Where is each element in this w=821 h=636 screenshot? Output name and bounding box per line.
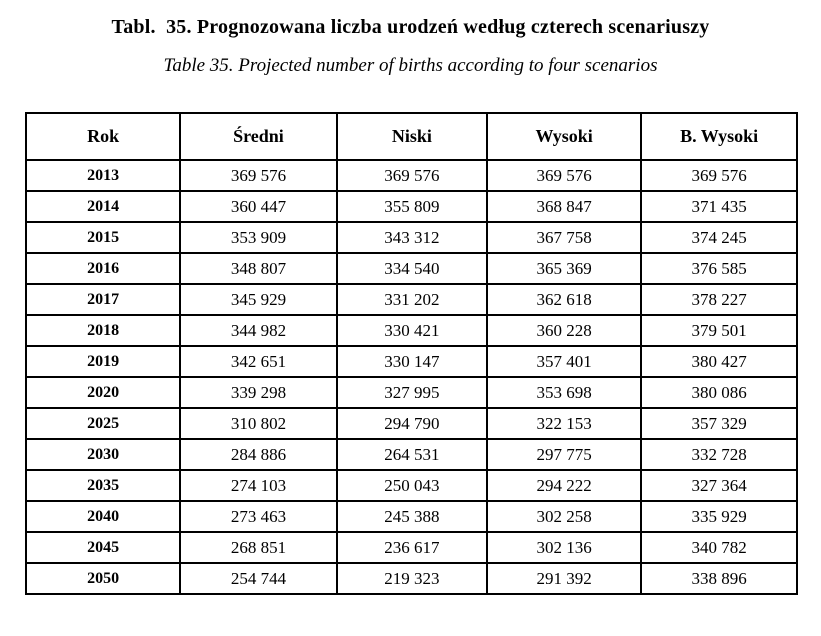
value-cell: 369 576 [640, 159, 798, 192]
value-cell: 374 245 [640, 221, 798, 254]
value-cell: 297 775 [486, 438, 643, 471]
table-row: 2035 274 103 250 043 294 222 327 364 [24, 469, 798, 502]
header-row: Rok Średni Niski Wysoki B. Wysoki [24, 112, 798, 161]
year-cell: 2014 [24, 190, 182, 223]
table-body: 2013 369 576 369 576 369 576 369 576 2014 360 … [24, 159, 798, 595]
births-projection-table: Rok Średni Niski Wysoki B. Wysoki 2013 369 57… [24, 112, 798, 595]
year-cell: 2050 [24, 562, 182, 595]
table-row: 2015 353 909 343 312 367 758 374 245 [24, 221, 798, 254]
year-cell: 2025 [24, 407, 182, 440]
year-cell: 2030 [24, 438, 182, 471]
value-cell: 335 929 [640, 500, 798, 533]
value-cell: 360 447 [179, 190, 338, 223]
value-cell: 291 392 [486, 562, 643, 595]
table-row: 2045 268 851 236 617 302 136 340 782 [24, 531, 798, 564]
year-cell: 2016 [24, 252, 182, 285]
value-cell: 294 790 [335, 407, 489, 440]
value-cell: 348 807 [179, 252, 338, 285]
column-header: B. Wysoki [640, 112, 798, 161]
value-cell: 369 576 [179, 159, 338, 192]
value-cell: 334 540 [335, 252, 489, 285]
value-cell: 327 364 [640, 469, 798, 502]
value-cell: 376 585 [640, 252, 798, 285]
value-cell: 367 758 [486, 221, 643, 254]
value-cell: 302 258 [486, 500, 643, 533]
year-cell: 2018 [24, 314, 182, 347]
table-row: 2018 344 982 330 421 360 228 379 501 [24, 314, 798, 347]
value-cell: 274 103 [179, 469, 338, 502]
value-cell: 369 576 [335, 159, 489, 192]
table-row: 2016 348 807 334 540 365 369 376 585 [24, 252, 798, 285]
table-row: 2025 310 802 294 790 322 153 357 329 [24, 407, 798, 440]
value-cell: 330 147 [335, 345, 489, 378]
column-header: Wysoki [486, 112, 643, 161]
value-cell: 340 782 [640, 531, 798, 564]
value-cell: 353 909 [179, 221, 338, 254]
value-cell: 365 369 [486, 252, 643, 285]
value-cell: 357 401 [486, 345, 643, 378]
year-cell: 2019 [24, 345, 182, 378]
value-cell: 343 312 [335, 221, 489, 254]
value-cell: 331 202 [335, 283, 489, 316]
table-row: 2020 339 298 327 995 353 698 380 086 [24, 376, 798, 409]
year-cell: 2013 [24, 159, 182, 192]
value-cell: 362 618 [486, 283, 643, 316]
value-cell: 380 427 [640, 345, 798, 378]
value-cell: 327 995 [335, 376, 489, 409]
value-cell: 264 531 [335, 438, 489, 471]
value-cell: 344 982 [179, 314, 338, 347]
column-header: Niski [335, 112, 489, 161]
value-cell: 250 043 [335, 469, 489, 502]
value-cell: 379 501 [640, 314, 798, 347]
value-cell: 357 329 [640, 407, 798, 440]
value-cell: 338 896 [640, 562, 798, 595]
value-cell: 368 847 [486, 190, 643, 223]
column-header: Średni [179, 112, 338, 161]
value-cell: 219 323 [335, 562, 489, 595]
value-cell: 268 851 [179, 531, 338, 564]
table-title-english: Table 35. Projected number of births acc… [163, 55, 658, 76]
table-row: 2050 254 744 219 323 291 392 338 896 [24, 562, 798, 595]
table-row: 2013 369 576 369 576 369 576 369 576 [24, 159, 798, 192]
table-row: 2019 342 651 330 147 357 401 380 427 [24, 345, 798, 378]
value-cell: 330 421 [335, 314, 489, 347]
table-row: 2014 360 447 355 809 368 847 371 435 [24, 190, 798, 223]
value-cell: 254 744 [179, 562, 338, 595]
value-cell: 339 298 [179, 376, 338, 409]
year-cell: 2020 [24, 376, 182, 409]
value-cell: 273 463 [179, 500, 338, 533]
value-cell: 355 809 [335, 190, 489, 223]
value-cell: 380 086 [640, 376, 798, 409]
value-cell: 371 435 [640, 190, 798, 223]
year-cell: 2045 [24, 531, 182, 564]
value-cell: 360 228 [486, 314, 643, 347]
value-cell: 322 153 [486, 407, 643, 440]
value-cell: 310 802 [179, 407, 338, 440]
year-cell: 2015 [24, 221, 182, 254]
year-cell: 2040 [24, 500, 182, 533]
value-cell: 332 728 [640, 438, 798, 471]
value-cell: 369 576 [486, 159, 643, 192]
value-cell: 342 651 [179, 345, 338, 378]
value-cell: 236 617 [335, 531, 489, 564]
value-cell: 284 886 [179, 438, 338, 471]
table-row: 2017 345 929 331 202 362 618 378 227 [24, 283, 798, 316]
value-cell: 345 929 [179, 283, 338, 316]
value-cell: 378 227 [640, 283, 798, 316]
value-cell: 353 698 [486, 376, 643, 409]
table-header: Rok Średni Niski Wysoki B. Wysoki [24, 112, 798, 161]
column-header: Rok [24, 112, 182, 161]
value-cell: 302 136 [486, 531, 643, 564]
table-row: 2040 273 463 245 388 302 258 335 929 [24, 500, 798, 533]
year-cell: 2017 [24, 283, 182, 316]
value-cell: 294 222 [486, 469, 643, 502]
year-cell: 2035 [24, 469, 182, 502]
table-title-polish: Tabl. 35. Prognozowana liczba urodzeń we… [111, 16, 710, 38]
table-row: 2030 284 886 264 531 297 775 332 728 [24, 438, 798, 471]
value-cell: 245 388 [335, 500, 489, 533]
